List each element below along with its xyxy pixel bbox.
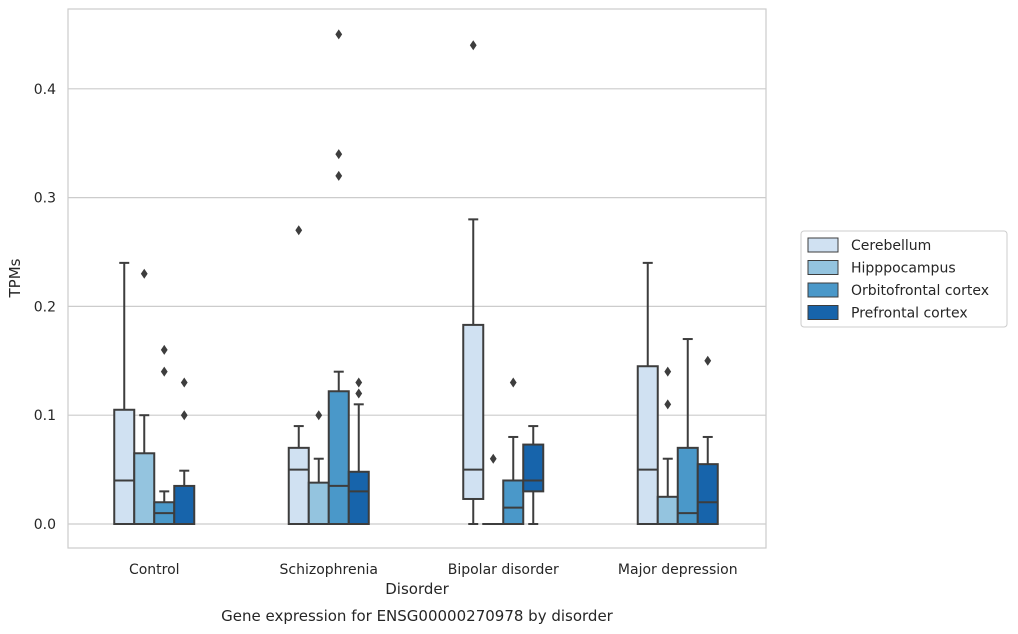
legend-label: Cerebellum [851,238,931,254]
y-axis-label: TPMs [6,258,24,298]
box-body [502,479,525,526]
outlier-point [355,377,363,388]
box-prefrontal-cortex [173,377,196,526]
box-hipppocampus [133,268,156,525]
y-tick-label: 0.0 [34,517,56,533]
legend-frame [800,230,1008,328]
outlier-point [704,355,712,366]
outlier-point [335,149,343,160]
outlier-point [335,29,343,40]
outlier-point [140,268,148,279]
legend-swatch [807,305,839,320]
y-tick-label: 0.2 [34,299,56,315]
y-tick-label: 0.4 [34,82,56,98]
outlier-point [315,410,323,421]
x-tick-label: Major depression [618,562,738,578]
x-tick-label: Bipolar disorder [448,562,559,578]
legend-swatch [807,282,839,298]
x-axis-label: Disorder [385,580,449,598]
chart-caption: Gene expression for ENSG00000270978 by d… [221,607,614,625]
plot-area [67,8,767,549]
outlier-point [335,170,343,181]
box-body [656,495,679,525]
box-body [347,470,370,525]
box-series [113,29,719,526]
outlier-point [355,388,363,399]
box-orbitofrontal-cortex [502,377,525,526]
legend-label: Orbitofrontal cortex [851,283,989,299]
box-orbitofrontal-cortex [153,344,176,525]
box-body [133,452,156,525]
box-body [287,446,310,525]
x-tick-label: Control [129,562,180,578]
outlier-point [160,366,168,377]
box-body [327,390,350,525]
outlier-point [664,366,672,377]
outlier-point [509,377,517,388]
x-tick-label: Schizophrenia [280,562,378,578]
box-prefrontal-cortex [522,425,545,525]
box-cerebellum [287,225,310,525]
outlier-point [180,410,188,421]
box-cerebellum [636,261,659,525]
box-body [696,463,719,526]
y-tick-labels: 0.0 0.1 0.2 0.3 0.4 [34,82,56,533]
outlier-point [469,40,477,51]
legend: Cerebellum Hipppocampus Orbitofrontal cort… [800,230,1008,328]
legend-label: Prefrontal cortex [851,306,968,322]
legend-swatch [807,237,839,253]
y-tick-label: 0.3 [34,191,56,207]
box-body [522,443,545,493]
legend-label: Hipppocampus [851,261,956,277]
outlier-point [489,453,497,464]
outlier-point [160,344,168,355]
box-body [307,481,330,526]
outlier-point [180,377,188,388]
outlier-point [664,399,672,410]
box-orbitofrontal-cortex [327,29,350,525]
box-body [636,365,659,525]
box-body [462,323,485,500]
box-body [113,408,136,526]
box-prefrontal-cortex [347,377,370,525]
box-body [173,484,196,526]
box-cerebellum [462,40,485,525]
legend-swatch [807,260,839,275]
outlier-point [295,225,303,236]
box-prefrontal-cortex [696,355,719,526]
x-tick-labels: Control Schizophrenia Bipolar disorder Majo… [129,562,738,578]
y-tick-label: 0.1 [34,408,56,424]
